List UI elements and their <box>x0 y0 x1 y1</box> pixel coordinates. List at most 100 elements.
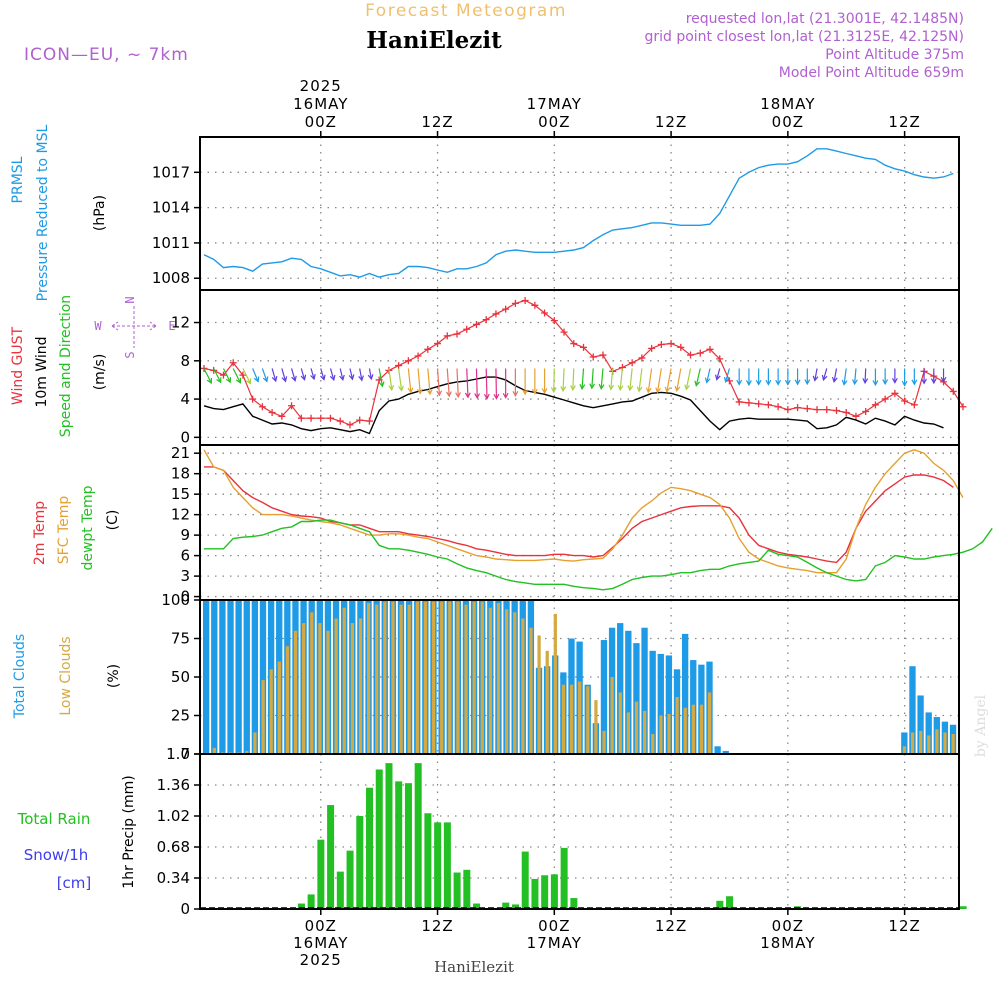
wind-arrow-head <box>388 384 395 392</box>
precip-bar <box>726 896 734 909</box>
wind-arrow-head <box>455 392 461 399</box>
wind-arrow-head <box>674 385 681 393</box>
point-altitude: Point Altitude 375m <box>825 47 964 63</box>
precip-bar <box>531 878 539 909</box>
gust-marker <box>764 401 772 409</box>
precip-bar <box>716 900 724 909</box>
total-cloud-bar <box>227 600 234 754</box>
wind-arrow <box>706 368 711 383</box>
wind-arrow-head <box>852 379 858 386</box>
low-cloud-bar <box>553 613 557 754</box>
temp-2m-line <box>204 466 954 564</box>
total-cloud-bar <box>211 600 218 754</box>
wind-arrow <box>261 368 268 382</box>
total-cloud-bar <box>600 640 608 754</box>
top-time-label: 12Z <box>421 113 453 131</box>
low-cloud-bar <box>488 607 493 754</box>
wind-arrow <box>349 368 354 380</box>
low-cloud-bar <box>902 746 907 754</box>
compass-n: N <box>123 296 137 303</box>
wind-arrow-head <box>378 381 385 388</box>
gust-marker <box>531 301 539 309</box>
gust-marker <box>687 351 695 359</box>
wind-arrow <box>329 368 335 381</box>
top-time-label: 2025 <box>300 77 342 95</box>
low-cloud-bar <box>626 712 631 754</box>
precip-label-rain: Total Rain <box>17 810 91 828</box>
wind-arrow-head <box>398 385 404 392</box>
wind-arrow-head <box>598 383 605 390</box>
gust-marker <box>599 351 607 359</box>
low-cloud-bar <box>927 735 931 754</box>
precip-bar <box>434 822 442 909</box>
clouds-label-low: Low Clouds <box>58 636 74 715</box>
wind-arrow <box>610 368 614 390</box>
wind-arrow-head <box>921 378 928 385</box>
wind-arrow <box>436 368 441 396</box>
low-cloud-bar <box>529 627 533 754</box>
wind-arrow <box>300 368 306 380</box>
low-cloud-bar <box>561 684 566 754</box>
precip-bar <box>511 904 519 909</box>
low-cloud-bar <box>391 601 395 754</box>
wind-arrow <box>572 368 575 390</box>
wind-arrow-head <box>206 377 213 385</box>
precip-frame <box>199 753 960 910</box>
bottom-time-label: 2025 <box>300 951 342 969</box>
total-cloud-bar <box>259 600 267 754</box>
requested-coords: requested lon,lat (21.3001E, 42.1485N) <box>686 11 964 27</box>
precip-bar <box>366 787 374 909</box>
wind-arrow <box>232 368 241 384</box>
temp-label-sfc: SFC Temp <box>56 496 72 565</box>
precip-unit: 1hr Precip (mm) <box>121 775 137 888</box>
precip-label-snow: Snow/1h <box>24 846 89 864</box>
product-title: Forecast Meteogram <box>365 1 567 21</box>
wind-arrow-head <box>821 374 828 382</box>
total-cloud-bar <box>235 600 242 754</box>
low-cloud-bar <box>472 601 476 754</box>
low-cloud-bar <box>277 661 281 754</box>
wind-arrow <box>822 368 828 381</box>
temp-label-2m: 2m Temp <box>32 501 48 565</box>
temperature-ytick-label: 18 <box>171 465 190 483</box>
wind-arrow <box>716 368 721 380</box>
wind-arrow <box>591 368 594 389</box>
wind-arrow <box>339 368 344 380</box>
wind-ytick-label: 8 <box>180 352 190 370</box>
precip-ytick-label: 0.34 <box>157 869 190 887</box>
wind-arrow-head <box>911 379 918 386</box>
gust-marker <box>862 408 870 416</box>
model-altitude: Model Point Altitude 659m <box>779 65 964 81</box>
wind-arrow <box>853 368 857 385</box>
low-cloud-bar <box>383 601 387 754</box>
bottom-time-label: 00Z <box>538 917 570 935</box>
precip-ytick-label: 1.7 <box>166 745 190 763</box>
wind-arrow <box>398 368 403 391</box>
wind-arrow <box>553 368 555 392</box>
top-time-label: 00Z <box>772 113 804 131</box>
wind-arrow <box>378 368 383 387</box>
wind-arrow <box>203 368 212 384</box>
low-cloud-bar <box>951 733 955 754</box>
temperature-labels: 2m Temp SFC Temp dewpt Temp (C) <box>32 485 121 570</box>
wind-arrow <box>252 368 259 382</box>
low-cloud-bar <box>505 609 509 754</box>
wind-ytick-label: 12 <box>171 314 190 332</box>
temp-label-dewpt: dewpt Temp <box>80 485 96 570</box>
bottom-time-label: 18MAY <box>760 934 815 952</box>
pressure-labels: PRMSL Pressure Reduced to MSL (hPa) <box>10 124 108 301</box>
wind-arrow <box>271 368 277 382</box>
wind-arrow <box>814 368 818 381</box>
wind-arrow-head <box>804 379 811 386</box>
total-cloud-bar <box>641 627 648 754</box>
wind-arrow <box>695 368 701 386</box>
low-cloud-bar <box>212 747 216 754</box>
clouds-ytick-label: 0 <box>180 745 190 763</box>
pressure-line <box>203 148 954 278</box>
gust-marker <box>774 403 782 411</box>
low-cloud-bar <box>358 618 363 754</box>
compass-e: E <box>168 319 175 333</box>
bottom-time-label: 12Z <box>421 917 453 935</box>
wind-arrow-head <box>684 384 691 391</box>
wind-arrow-head <box>570 385 576 392</box>
